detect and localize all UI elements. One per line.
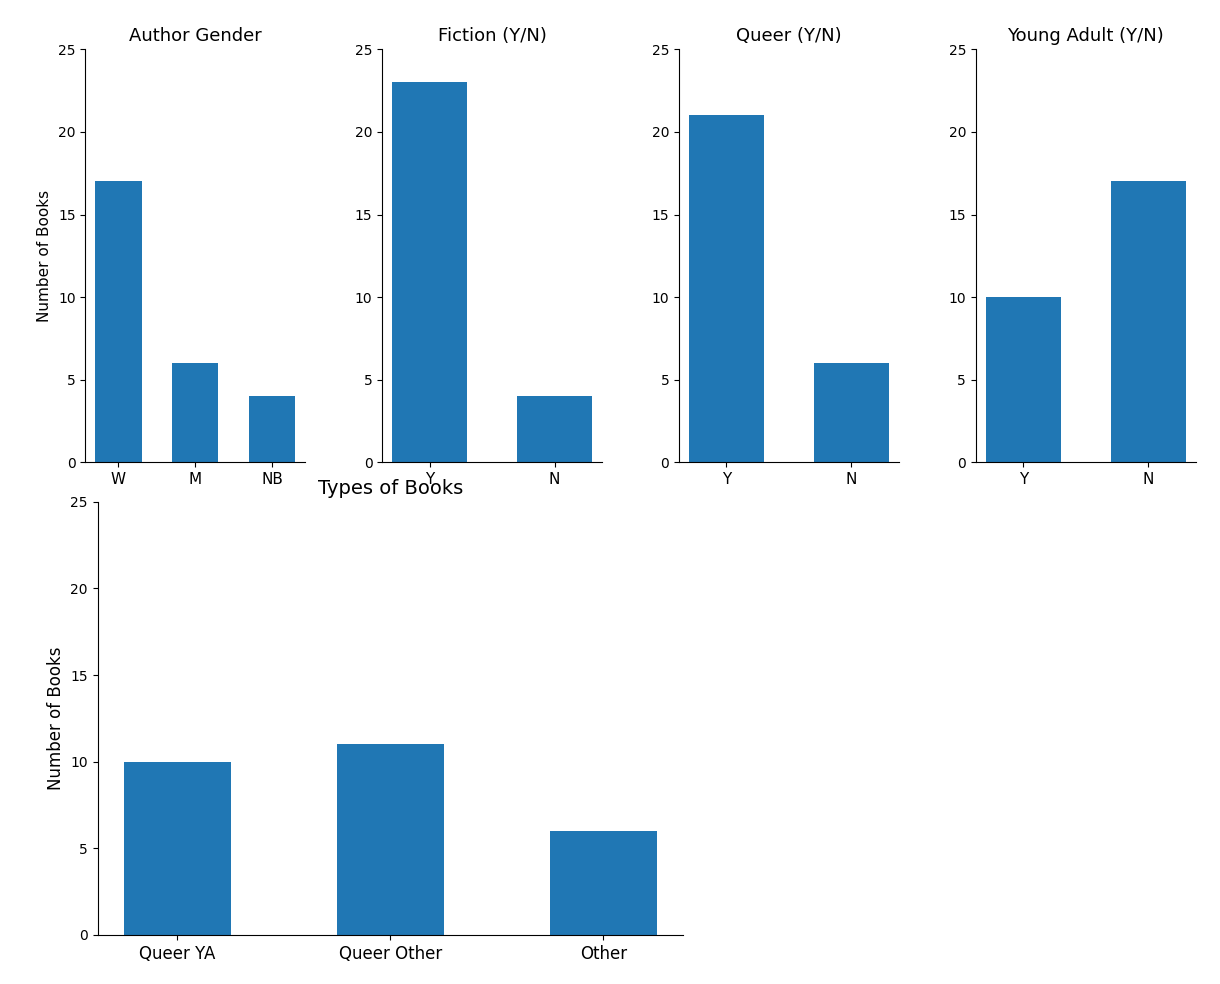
Title: Types of Books: Types of Books [317, 478, 464, 498]
Title: Young Adult (Y/N): Young Adult (Y/N) [1008, 27, 1164, 45]
Bar [95, 181, 142, 462]
Bar [172, 363, 218, 462]
Bar [814, 363, 889, 462]
Bar [1110, 181, 1186, 462]
Bar [124, 762, 231, 935]
Bar [337, 744, 444, 935]
Title: Author Gender: Author Gender [129, 27, 262, 45]
Bar [249, 397, 295, 462]
Y-axis label: Number of Books: Number of Books [38, 190, 52, 322]
Bar [986, 297, 1060, 462]
Title: Fiction (Y/N): Fiction (Y/N) [438, 27, 547, 45]
Bar [550, 830, 656, 935]
Bar [392, 83, 467, 462]
Y-axis label: Number of Books: Number of Books [46, 646, 65, 790]
Bar [689, 115, 764, 462]
Bar [517, 397, 592, 462]
Title: Queer (Y/N): Queer (Y/N) [736, 27, 842, 45]
